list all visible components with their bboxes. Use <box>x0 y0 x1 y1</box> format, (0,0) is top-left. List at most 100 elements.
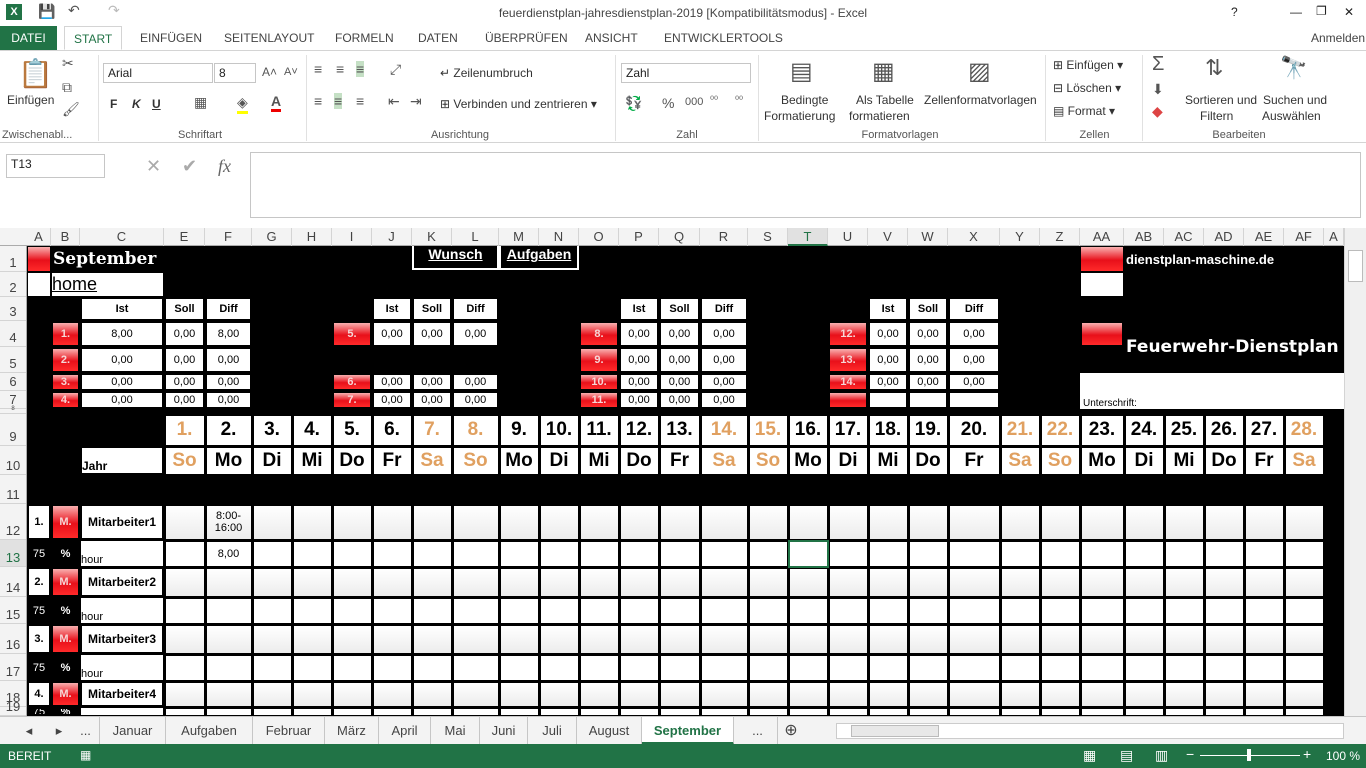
hours-cell[interactable] <box>333 541 371 566</box>
shift-cell[interactable] <box>620 625 658 653</box>
hours-cell[interactable] <box>701 655 747 680</box>
wunsch-link[interactable]: Wunsch <box>412 246 499 270</box>
shift-cell[interactable] <box>540 568 578 596</box>
shift-cell[interactable] <box>500 625 538 653</box>
hours-cell[interactable] <box>1081 541 1123 566</box>
hours-cell[interactable] <box>949 598 999 623</box>
shift-cell[interactable] <box>333 682 371 706</box>
increase-indent-icon[interactable]: ⇥ <box>410 93 422 109</box>
sheet-tab[interactable]: Mai <box>431 717 480 745</box>
shift-cell[interactable] <box>165 505 204 539</box>
hours-cell[interactable] <box>580 541 618 566</box>
hours-cell[interactable] <box>540 541 578 566</box>
row-header[interactable]: 18 <box>0 681 26 707</box>
hours-cell[interactable] <box>1165 708 1203 715</box>
shift-cell[interactable] <box>829 505 867 539</box>
hours-cell[interactable] <box>620 598 658 623</box>
shift-cell[interactable] <box>540 505 578 539</box>
employee-badge[interactable]: M. <box>53 683 78 705</box>
hours-cell[interactable] <box>453 541 498 566</box>
column-header[interactable]: I <box>332 228 372 246</box>
hours-cell[interactable] <box>253 655 291 680</box>
zoom-level[interactable]: 100 % <box>1326 749 1361 763</box>
hours-cell[interactable] <box>1205 708 1243 715</box>
insert-cells-button[interactable]: ⊞ Einfügen ▾ <box>1053 58 1124 72</box>
shift-cell[interactable] <box>829 682 867 706</box>
sort-filter-icon[interactable]: ⇅ <box>1205 55 1224 80</box>
column-header[interactable]: AC <box>1164 228 1204 246</box>
worksheet-grid[interactable]: September home Wunsch Aufgaben dienstplan-ma… <box>27 246 1344 716</box>
format-cells-button[interactable]: ▤ Format ▾ <box>1053 104 1116 118</box>
percent-icon[interactable]: % <box>662 95 675 111</box>
tab-ansicht[interactable]: ANSICHT <box>585 31 638 45</box>
hours-cell[interactable] <box>1285 708 1323 715</box>
shift-cell[interactable] <box>1205 568 1243 596</box>
hours-cell[interactable] <box>789 655 827 680</box>
hours-cell[interactable] <box>949 708 999 715</box>
shift-cell[interactable] <box>829 568 867 596</box>
italic-button[interactable]: K <box>132 97 141 111</box>
hours-cell[interactable] <box>165 598 204 623</box>
normal-view-icon[interactable]: ▦ <box>1083 747 1097 763</box>
hours-cell[interactable] <box>749 708 787 715</box>
format-as-table-label[interactable]: formatieren <box>849 109 910 123</box>
autosum-icon[interactable]: Σ <box>1152 53 1165 75</box>
shift-cell[interactable] <box>293 505 331 539</box>
column-header[interactable]: A <box>1324 228 1344 246</box>
redo-icon[interactable]: ↷ <box>108 2 120 18</box>
undo-icon[interactable]: ↶ <box>68 2 80 18</box>
hours-cell[interactable] <box>373 655 411 680</box>
column-header[interactable]: C <box>80 228 164 246</box>
copy-icon[interactable]: ⧉ <box>62 79 72 95</box>
column-header[interactable]: S <box>748 228 788 246</box>
row-header[interactable]: 5 <box>0 347 26 373</box>
hours-cell[interactable] <box>1041 708 1079 715</box>
shrink-font-icon[interactable]: A˅ <box>284 66 298 78</box>
shift-cell[interactable] <box>453 505 498 539</box>
tab-formeln[interactable]: FORMELN <box>335 31 394 45</box>
minimize-button[interactable]: — <box>1290 5 1302 19</box>
shift-cell[interactable] <box>1001 682 1039 706</box>
hours-cell[interactable] <box>1081 598 1123 623</box>
align-middle-icon[interactable]: ≡ <box>336 61 345 77</box>
row-header[interactable]: 7 <box>0 391 26 409</box>
shift-cell[interactable] <box>500 682 538 706</box>
hours-cell[interactable] <box>829 655 867 680</box>
hours-cell[interactable] <box>829 541 867 566</box>
hours-cell[interactable] <box>1001 541 1039 566</box>
hours-cell[interactable] <box>293 598 331 623</box>
hours-cell[interactable] <box>660 541 699 566</box>
shift-cell[interactable] <box>373 625 411 653</box>
shift-cell[interactable] <box>206 568 251 596</box>
wrap-text-button[interactable]: ↵ Zeilenumbruch <box>440 66 533 80</box>
shift-cell[interactable] <box>869 682 907 706</box>
shift-cell[interactable] <box>1041 625 1079 653</box>
hours-cell[interactable] <box>500 598 538 623</box>
hours-cell[interactable] <box>660 598 699 623</box>
shift-cell[interactable] <box>949 568 999 596</box>
column-header[interactable]: AB <box>1124 228 1164 246</box>
horizontal-scroll-thumb[interactable] <box>851 725 939 737</box>
shift-cell[interactable] <box>1245 568 1283 596</box>
cell-styles-icon[interactable]: ▨ <box>968 58 991 85</box>
hours-cell[interactable] <box>909 541 947 566</box>
hours-cell[interactable] <box>1041 598 1079 623</box>
hours-cell[interactable] <box>540 598 578 623</box>
sheet-tab[interactable]: August <box>577 717 642 745</box>
font-name-select[interactable]: Arial <box>103 63 213 83</box>
shift-cell[interactable] <box>1165 625 1203 653</box>
find-select-icon[interactable]: 🔭 <box>1280 55 1308 80</box>
shift-cell[interactable] <box>701 568 747 596</box>
page-break-view-icon[interactable]: ▥ <box>1155 747 1169 763</box>
hours-cell[interactable] <box>869 655 907 680</box>
hours-cell[interactable] <box>701 598 747 623</box>
hours-cell[interactable] <box>500 541 538 566</box>
hours-cell[interactable] <box>206 655 251 680</box>
shift-cell[interactable] <box>869 625 907 653</box>
hours-cell[interactable] <box>453 598 498 623</box>
merge-center-button[interactable]: ⊞ Verbinden und zentrieren ▾ <box>440 97 597 111</box>
row-header[interactable]: 9 <box>0 414 26 446</box>
hours-cell[interactable] <box>1041 541 1079 566</box>
column-header[interactable]: E <box>164 228 205 246</box>
shift-cell[interactable] <box>413 568 451 596</box>
